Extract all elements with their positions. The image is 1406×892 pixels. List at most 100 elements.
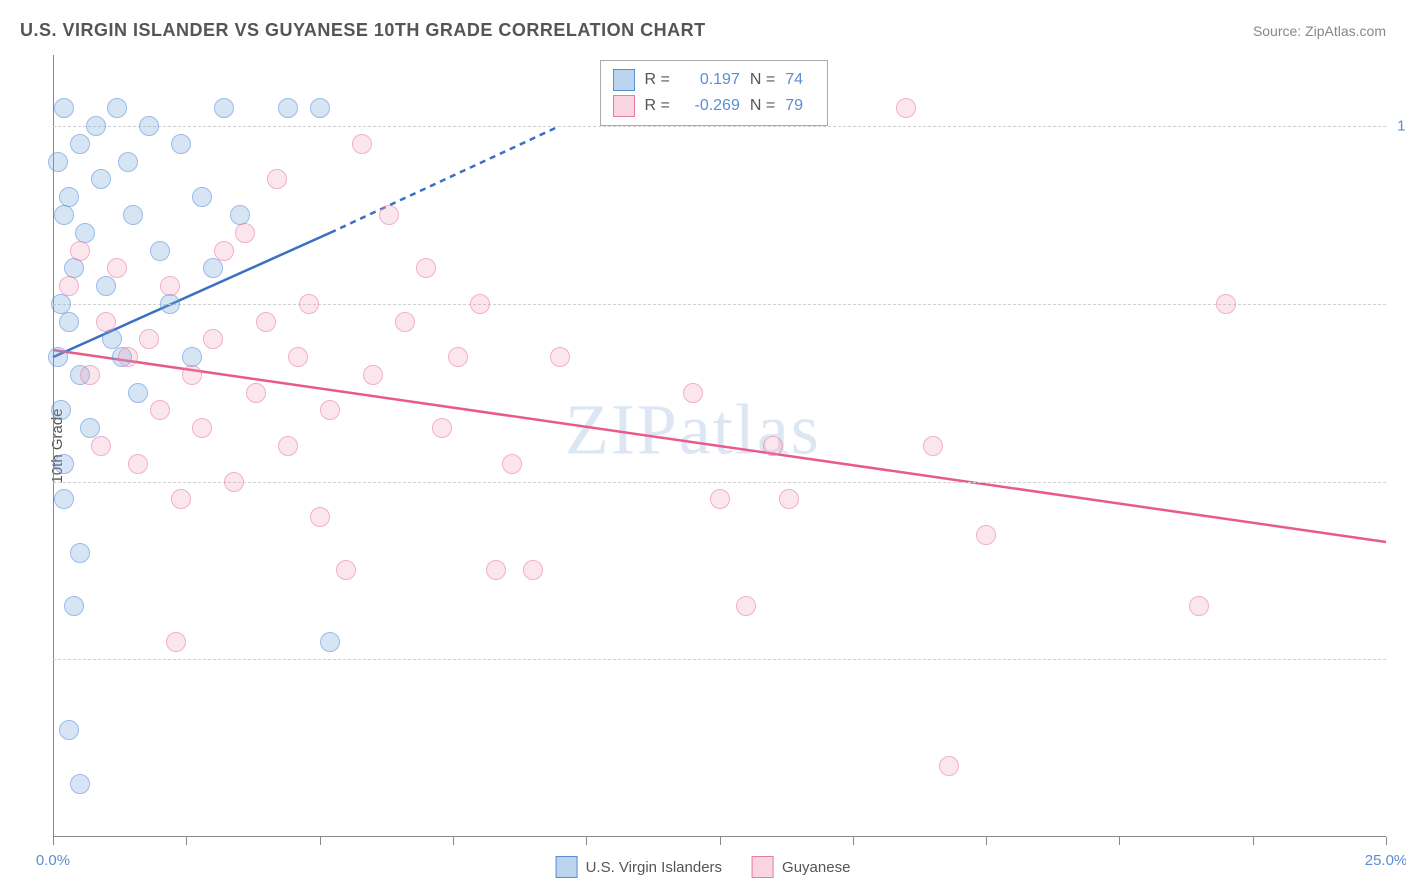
legend-label: Guyanese [782,859,850,876]
data-point [70,241,90,261]
stats-swatch [613,95,635,117]
data-point [432,418,452,438]
data-point [171,489,191,509]
legend-swatch [556,856,578,878]
x-tick [1119,837,1120,845]
data-point [320,400,340,420]
data-point [550,347,570,367]
data-point [320,632,340,652]
bottom-legend: U.S. Virgin Islanders Guyanese [556,856,851,878]
data-point [139,329,159,349]
data-point [102,329,122,349]
stats-row: R = 0.197 N = 74 [613,67,816,93]
data-point [123,205,143,225]
data-point [896,98,916,118]
data-point [160,294,180,314]
stats-r-value: 0.197 [680,71,740,89]
gridline [53,126,1386,127]
data-point [59,312,79,332]
data-point [214,98,234,118]
data-point [59,187,79,207]
data-point [80,418,100,438]
stats-r-label: R = [645,97,670,115]
gridline [53,659,1386,660]
data-point [54,489,74,509]
plot-area: ZIPatlas R = 0.197 N = 74 R = -0.269 N =… [53,55,1386,837]
data-point [51,400,71,420]
data-point [470,294,490,314]
data-point [352,134,372,154]
legend-item: U.S. Virgin Islanders [556,856,722,878]
data-point [54,205,74,225]
legend-item: Guyanese [752,856,850,878]
data-point [91,169,111,189]
stats-box: R = 0.197 N = 74 R = -0.269 N = 79 [600,60,829,126]
data-point [96,312,116,332]
x-tick [586,837,587,845]
trend-lines [53,55,1386,837]
data-point [59,720,79,740]
data-point [70,543,90,563]
data-point [683,383,703,403]
data-point [64,596,84,616]
data-point [171,134,191,154]
data-point [336,560,356,580]
x-tick [53,837,54,845]
data-point [48,152,68,172]
data-point [224,472,244,492]
legend-swatch [752,856,774,878]
data-point [70,134,90,154]
x-tick-label: 25.0% [1365,852,1406,869]
gridline [53,482,1386,483]
data-point [128,454,148,474]
data-point [86,116,106,136]
data-point [278,436,298,456]
x-tick [453,837,454,845]
data-point [182,365,202,385]
data-point [235,223,255,243]
data-point [70,774,90,794]
y-axis-line [53,55,54,837]
legend-label: U.S. Virgin Islanders [586,859,722,876]
gridline [53,304,1386,305]
data-point [448,347,468,367]
data-point [310,98,330,118]
data-point [203,329,223,349]
data-point [118,152,138,172]
data-point [96,276,116,296]
data-point [502,454,522,474]
stats-n-label: N = [750,71,775,89]
data-point [486,560,506,580]
data-point [288,347,308,367]
data-point [246,383,266,403]
data-point [256,312,276,332]
data-point [379,205,399,225]
chart-header: U.S. VIRGIN ISLANDER VS GUYANESE 10TH GR… [20,20,1386,41]
data-point [267,169,287,189]
data-point [59,276,79,296]
data-point [1189,596,1209,616]
x-tick [320,837,321,845]
data-point [214,241,234,261]
x-tick-label: 0.0% [36,852,70,869]
chart-source: Source: ZipAtlas.com [1253,23,1386,39]
data-point [203,258,223,278]
stats-n-label: N = [750,97,775,115]
data-point [80,365,100,385]
data-point [54,454,74,474]
data-point [48,347,68,367]
stats-row: R = -0.269 N = 79 [613,93,816,119]
data-point [118,347,138,367]
data-point [139,116,159,136]
data-point [192,187,212,207]
data-point [763,436,783,456]
data-point [395,312,415,332]
data-point [1216,294,1236,314]
data-point [107,98,127,118]
x-tick [720,837,721,845]
data-point [160,276,180,296]
stats-swatch [613,69,635,91]
x-tick [853,837,854,845]
x-tick [1253,837,1254,845]
data-point [416,258,436,278]
